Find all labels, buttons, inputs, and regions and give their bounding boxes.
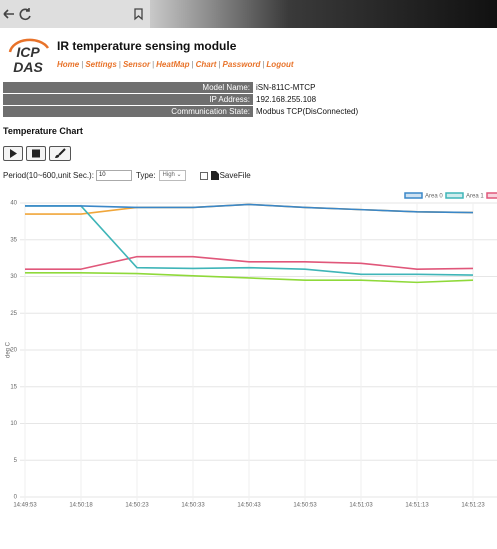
y-tick-label: 35 [10, 237, 17, 243]
nav-link[interactable]: Password [222, 60, 261, 69]
info-value: iSN-811C-MTCP [253, 82, 495, 94]
logo-arc [8, 38, 50, 53]
info-key: IP Address: [3, 93, 253, 106]
logo: ICP DAS [8, 38, 50, 75]
period-label: Period(10~600,unit Sec.): [3, 171, 94, 180]
series-line [25, 203, 474, 214]
back-icon[interactable] [3, 9, 14, 19]
brush-icon [55, 148, 66, 158]
logo-text: DAS [13, 59, 43, 75]
play-button[interactable] [3, 146, 23, 161]
nav-link[interactable]: Home [57, 60, 80, 69]
page-title: IR temperature sensing module [57, 39, 237, 53]
info-key: Model Name: [3, 82, 253, 94]
file-icon [210, 171, 219, 180]
legend-label: Area 0 [425, 194, 443, 200]
clear-button[interactable] [49, 146, 71, 161]
type-label: Type: [135, 171, 156, 180]
stop-button[interactable] [26, 146, 46, 161]
nav-separator: | [152, 60, 155, 69]
savefile-label: SaveFile [219, 171, 251, 180]
controls: Period(10~600,unit Sec.): 10 Type: High … [3, 170, 251, 181]
info-row: Model Name: iSN-811C-MTCP [3, 82, 495, 94]
legend-swatch [445, 192, 464, 199]
nav-separator: | [262, 60, 265, 69]
nav-link[interactable]: Logout [266, 60, 294, 69]
legend-swatch [404, 192, 423, 199]
y-tick-label: 25 [10, 311, 17, 317]
nav-separator: | [81, 60, 84, 69]
browser-bar [0, 0, 497, 28]
y-tick-label: 0 [14, 495, 18, 501]
x-tick-label: 14:51:23 [461, 503, 485, 509]
type-value: High [162, 172, 175, 178]
legend-swatch [486, 192, 497, 199]
nav: Home | Settings | Sensor | HeatMap | Chart | Passw… [57, 60, 294, 69]
play-icon [10, 149, 17, 158]
type-select[interactable]: High ⌄ [158, 170, 186, 181]
x-tick-label: 14:50:43 [237, 503, 261, 509]
bookmark-icon[interactable] [134, 8, 143, 21]
series-line [25, 272, 474, 284]
y-tick-label: 5 [14, 458, 18, 464]
legend-label: Area 1 [466, 194, 484, 200]
reload-icon[interactable] [19, 8, 31, 21]
x-tick-label: 14:50:18 [69, 503, 93, 509]
section-title: Temperature Chart [3, 126, 83, 136]
nav-separator: | [118, 60, 121, 69]
nav-separator: | [191, 60, 194, 69]
x-tick-label: 14:51:03 [349, 503, 373, 509]
y-axis-label: deg C [6, 341, 12, 358]
info-value: Modbus TCP(DisConnected) [253, 105, 495, 118]
y-tick-label: 10 [10, 421, 17, 427]
series-line [25, 255, 474, 270]
series-line [25, 205, 474, 276]
info-table: Model Name: iSN-811C-MTCP IP Address: 192.… [3, 82, 495, 118]
blurred-tabs [150, 0, 497, 28]
info-value: 192.168.255.108 [253, 93, 495, 106]
nav-link[interactable]: Sensor [122, 60, 151, 69]
browser-icons [3, 8, 143, 21]
nav-link[interactable]: HeatMap [156, 60, 190, 69]
period-input[interactable]: 10 [95, 170, 132, 181]
stop-icon [32, 149, 40, 158]
y-tick-label: 20 [10, 348, 17, 354]
y-tick-label: 40 [10, 201, 17, 207]
nav-separator: | [218, 60, 221, 69]
y-tick-label: 15 [10, 384, 17, 390]
x-tick-label: 14:50:23 [125, 503, 149, 509]
info-row: Communication State: Modbus TCP(DisConnec… [3, 105, 495, 118]
x-tick-label: 14:50:53 [293, 503, 317, 509]
nav-link[interactable]: Chart [195, 60, 217, 69]
nav-link[interactable]: Settings [85, 60, 117, 69]
chart: deg C 0 5 10 15 20 25 30 35 40 14:49:53 14:50:18 14… [6, 192, 497, 509]
x-tick-label: 14:50:33 [181, 503, 205, 509]
logo-text: ICP [16, 44, 40, 60]
x-tick-label: 14:51:13 [405, 503, 429, 509]
y-tick-label: 30 [10, 274, 17, 280]
savefile-checkbox[interactable] [199, 171, 208, 180]
info-row: IP Address: 192.168.255.108 [3, 93, 495, 106]
info-key: Communication State: [3, 105, 253, 118]
x-tick-label: 14:49:53 [13, 503, 37, 509]
